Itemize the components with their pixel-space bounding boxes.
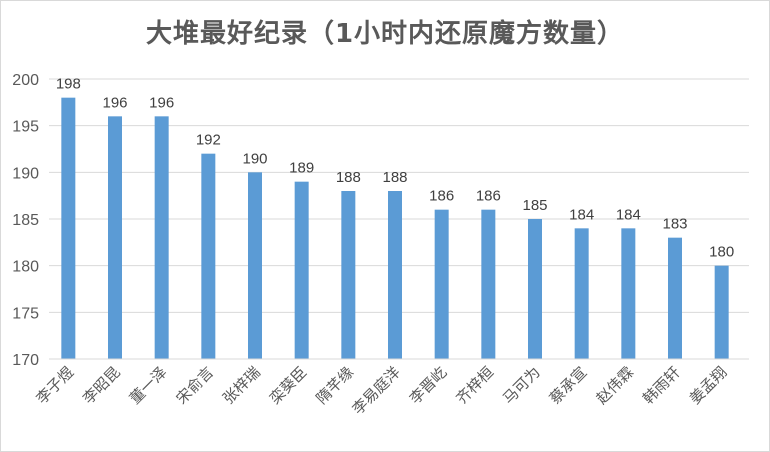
- bar: [621, 228, 636, 359]
- data-label: 186: [429, 188, 454, 205]
- x-tick-label: 赵伟霖: [593, 363, 638, 408]
- x-tick-label: 齐梓桓: [453, 363, 498, 408]
- bar: [574, 228, 589, 359]
- y-tick-label: 180: [12, 259, 39, 276]
- data-label: 184: [569, 206, 594, 223]
- x-tick-label: 姜孟翔: [686, 363, 731, 408]
- bar: [108, 116, 122, 359]
- x-tick-label: 马可为: [499, 363, 544, 408]
- data-label: 190: [242, 150, 267, 167]
- bar: [154, 116, 169, 359]
- chart-title: 大堆最好纪录（1小时内还原魔方数量）: [145, 19, 625, 49]
- data-label: 198: [56, 76, 81, 93]
- x-tick-label: 隋芊缘: [313, 363, 358, 408]
- data-label: 188: [382, 169, 407, 186]
- data-label: 196: [102, 94, 127, 111]
- bar: [481, 209, 496, 359]
- data-label: 192: [196, 132, 221, 149]
- y-tick-label: 195: [12, 119, 39, 136]
- x-tick-label: 李晋屹: [406, 363, 451, 408]
- bar: [388, 191, 402, 359]
- x-tick-label: 李昭昆: [79, 363, 124, 408]
- bar: [528, 219, 542, 359]
- data-label: 188: [336, 169, 361, 186]
- x-tick-label: 韩雨轩: [639, 363, 684, 408]
- x-tick-label: 宋俞言: [173, 363, 218, 408]
- data-label: 183: [662, 216, 687, 233]
- bar: [668, 237, 682, 359]
- data-label: 185: [522, 197, 547, 214]
- bar: [341, 191, 356, 359]
- bar: [61, 97, 76, 360]
- bar: [434, 209, 449, 359]
- bar: [201, 153, 216, 359]
- x-tick-label: 董一泽: [126, 363, 171, 408]
- bar: [248, 172, 262, 359]
- y-tick-label: 185: [12, 212, 39, 229]
- data-label: 184: [616, 206, 641, 223]
- data-label: 180: [709, 244, 734, 261]
- y-tick-label: 175: [12, 305, 39, 322]
- x-tick-label: 李易庭洋: [349, 363, 404, 418]
- bar: [294, 181, 309, 359]
- y-tick-label: 200: [12, 72, 39, 89]
- data-label: 189: [289, 160, 314, 177]
- y-tick-label: 190: [12, 165, 39, 182]
- y-tick-label: 170: [12, 352, 39, 369]
- x-tick-label: 李子煜: [33, 363, 78, 408]
- data-label: 186: [476, 188, 501, 205]
- bar: [714, 265, 729, 359]
- x-tick-label: 栾葵臣: [266, 363, 311, 408]
- data-label: 196: [149, 94, 174, 111]
- x-tick-label: 张梓瑞: [219, 363, 264, 408]
- x-tick-label: 蔡承宣: [546, 363, 591, 408]
